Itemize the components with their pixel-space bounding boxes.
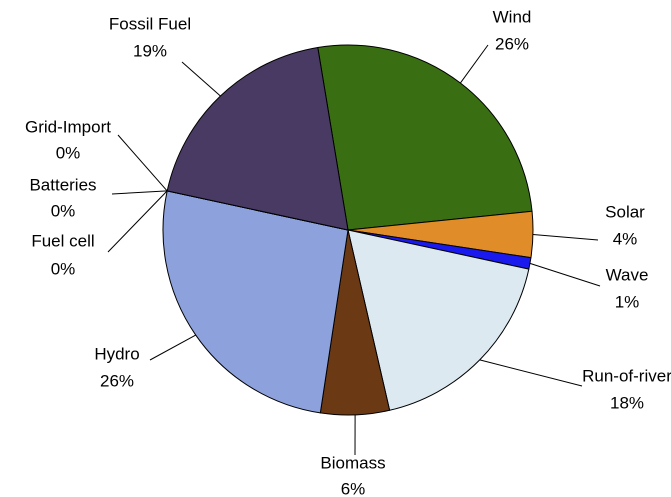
leader-line	[107, 190, 168, 253]
value-label: 0%	[51, 201, 76, 220]
slice	[162, 190, 349, 414]
value-label: 1%	[615, 292, 640, 311]
slice-label: Hydro	[94, 344, 139, 363]
value-label: 4%	[613, 229, 638, 248]
slice-label: Fuel cell	[31, 231, 94, 250]
slice-label: Biomass	[320, 453, 385, 472]
slice-label: Solar	[605, 202, 645, 221]
value-label: 0%	[56, 143, 81, 162]
slice-label: Fossil Fuel	[109, 14, 191, 33]
leader-line	[117, 134, 168, 192]
leader-line	[149, 334, 196, 361]
slice	[317, 44, 533, 231]
value-label: 6%	[341, 479, 366, 497]
slice-label: Grid-Import	[25, 117, 111, 136]
slice-label: Wind	[493, 7, 532, 26]
value-label: 26%	[100, 371, 134, 390]
leader-line	[479, 359, 583, 387]
leader-line	[459, 44, 489, 84]
value-label: 19%	[133, 41, 167, 60]
slice-label: Wave	[606, 265, 649, 284]
leader-line	[532, 234, 599, 241]
leader-line	[111, 190, 168, 195]
slice-label: Batteries	[29, 175, 96, 194]
value-label: 18%	[610, 393, 644, 412]
value-label: 0%	[51, 259, 76, 278]
slice	[347, 229, 530, 411]
slice-label: Run-of-river	[582, 366, 671, 385]
leader-line	[181, 61, 221, 97]
leader-line	[529, 262, 601, 287]
value-label: 26%	[495, 34, 529, 53]
